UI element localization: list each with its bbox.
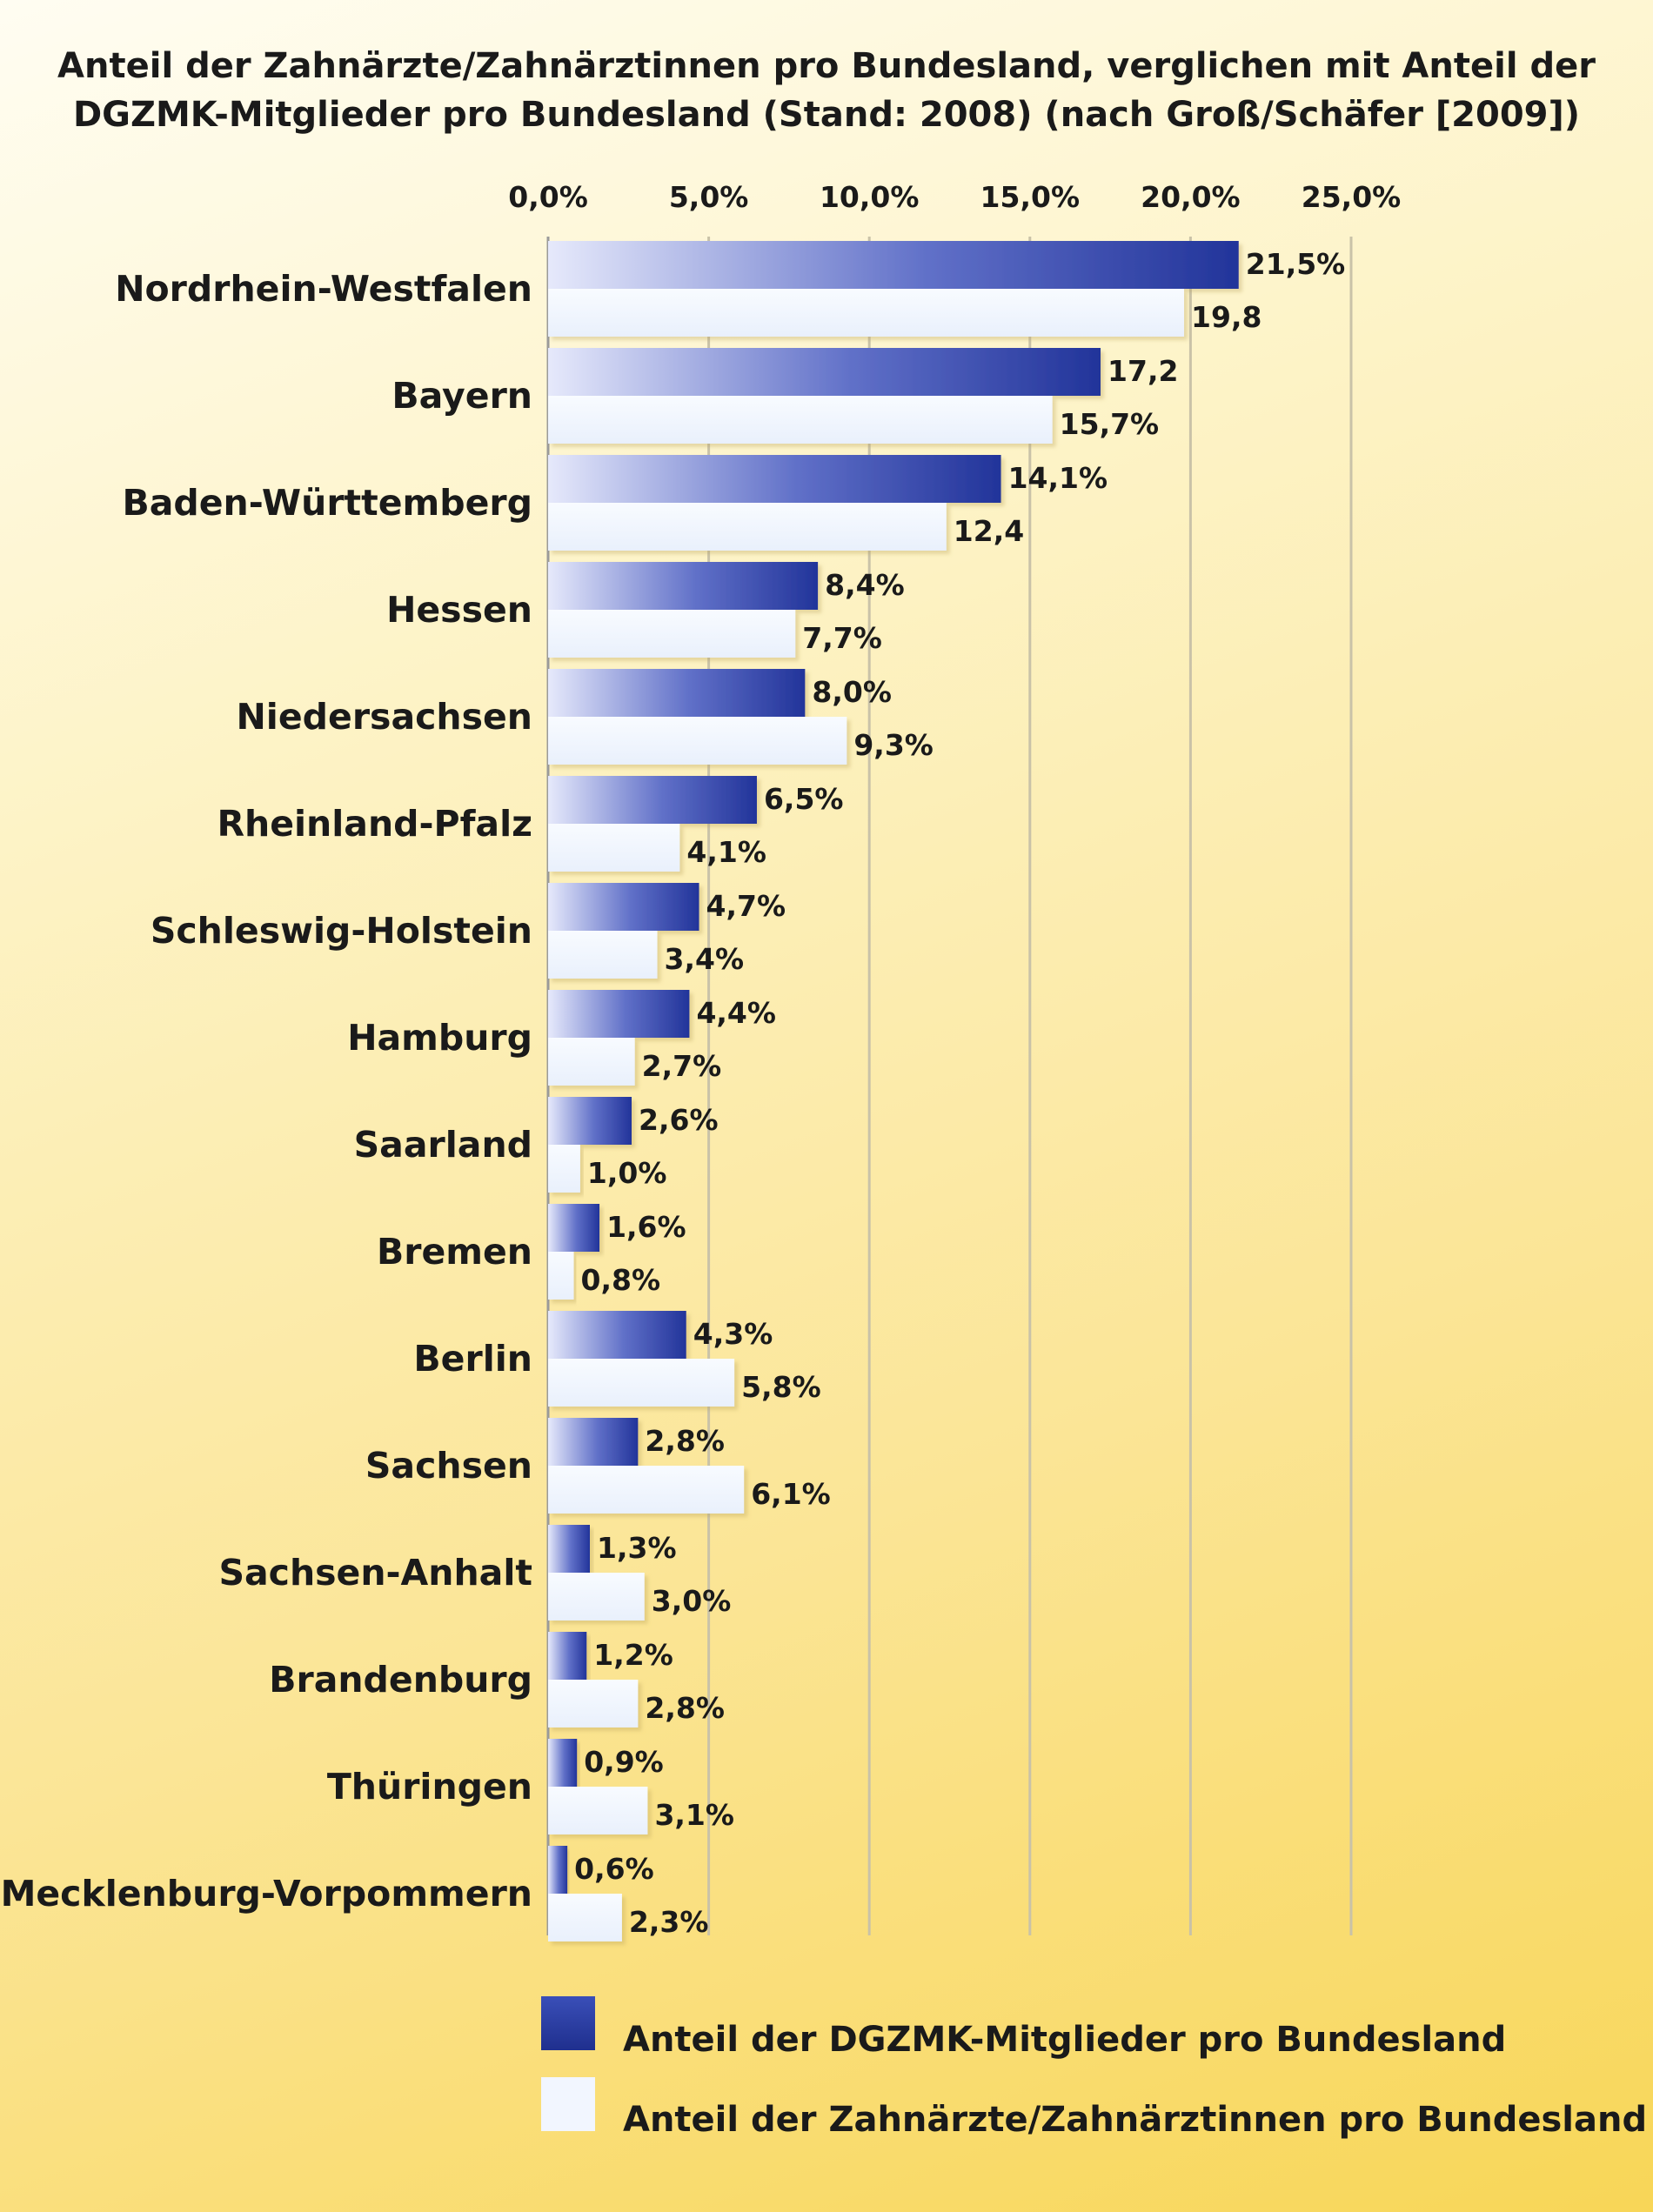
- bar-zahnaerzte: [548, 289, 1185, 337]
- value-label-dgzmk: 0,6%: [574, 1852, 654, 1886]
- value-label-zahnaerzte: 2,3%: [629, 1905, 709, 1939]
- x-tick-label-4: 20,0%: [1141, 180, 1241, 214]
- value-label-zahnaerzte: 4,1%: [686, 835, 766, 869]
- x-tick-label-2: 10,0%: [820, 180, 920, 214]
- x-tick-label-0: 0,0%: [508, 180, 588, 214]
- value-label-dgzmk: 2,6%: [639, 1103, 719, 1137]
- x-tick-label-5: 25,0%: [1302, 180, 1402, 214]
- bar-zahnaerzte: [548, 1145, 580, 1193]
- category-label: Baden-Württemberg: [122, 482, 532, 524]
- category-label: Hessen: [386, 589, 532, 631]
- legend-swatch-dgzmk: [541, 1996, 595, 2050]
- bar-zahnaerzte: [548, 1252, 574, 1300]
- category-label: Schleswig-Holstein: [151, 910, 532, 952]
- value-label-dgzmk: 17,2: [1108, 354, 1178, 388]
- value-label-zahnaerzte: 2,8%: [645, 1691, 725, 1725]
- category-label: Sachsen: [365, 1445, 532, 1487]
- bar-dgzmk: [548, 776, 757, 824]
- category-label: Niedersachsen: [236, 696, 532, 738]
- bar-dgzmk: [548, 883, 699, 931]
- value-label-zahnaerzte: 5,8%: [741, 1370, 821, 1404]
- value-label-dgzmk: 4,3%: [693, 1317, 773, 1351]
- value-label-zahnaerzte: 3,4%: [665, 942, 745, 976]
- value-label-dgzmk: 1,2%: [593, 1638, 673, 1672]
- legend-swatch-zahnaerzte: [541, 2077, 595, 2131]
- value-label-dgzmk: 8,4%: [825, 568, 905, 602]
- value-label-zahnaerzte: 1,0%: [587, 1156, 667, 1190]
- x-tick-label-1: 5,0%: [669, 180, 749, 214]
- bar-dgzmk: [548, 990, 690, 1038]
- bar-zahnaerzte: [548, 931, 658, 979]
- bar-dgzmk: [548, 1097, 632, 1145]
- category-label: Nordrhein-Westfalen: [115, 268, 532, 310]
- chart-title: Anteil der Zahnärzte/Zahnärztinnen pro B…: [0, 42, 1653, 139]
- value-label-zahnaerzte: 7,7%: [802, 621, 882, 655]
- category-label: Rheinland-Pfalz: [217, 803, 532, 845]
- bar-dgzmk: [548, 1311, 686, 1359]
- value-label-dgzmk: 8,0%: [812, 675, 892, 709]
- value-label-dgzmk: 1,3%: [597, 1531, 677, 1565]
- value-label-zahnaerzte: 19,8: [1191, 300, 1262, 334]
- value-label-dgzmk: 1,6%: [606, 1210, 686, 1244]
- value-label-zahnaerzte: 2,7%: [642, 1049, 722, 1083]
- bar-zahnaerzte: [548, 1359, 735, 1407]
- bar-zahnaerzte: [548, 503, 947, 551]
- value-label-zahnaerzte: 3,0%: [652, 1584, 732, 1618]
- category-label: Brandenburg: [269, 1659, 532, 1701]
- bar-zahnaerzte: [548, 396, 1053, 444]
- bar-dgzmk: [548, 455, 1001, 503]
- bar-zahnaerzte: [548, 1038, 635, 1086]
- bar-zahnaerzte: [548, 1573, 645, 1621]
- chart-title-line-1: Anteil der Zahnärzte/Zahnärztinnen pro B…: [57, 46, 1596, 86]
- category-label: Berlin: [413, 1338, 532, 1380]
- value-label-zahnaerzte: 15,7%: [1060, 407, 1160, 441]
- bar-zahnaerzte: [548, 1466, 745, 1514]
- category-label: Bremen: [377, 1231, 532, 1273]
- value-label-zahnaerzte: 3,1%: [654, 1798, 734, 1832]
- bar-dgzmk: [548, 562, 819, 610]
- category-label: Bayern: [392, 375, 532, 417]
- bar-dgzmk: [548, 1418, 639, 1466]
- category-label: Saarland: [354, 1124, 532, 1166]
- bar-dgzmk: [548, 1846, 568, 1894]
- bar-zahnaerzte: [548, 1787, 648, 1834]
- category-label: Hamburg: [347, 1017, 532, 1059]
- value-label-zahnaerzte: 0,8%: [581, 1263, 661, 1297]
- value-label-dgzmk: 4,7%: [706, 889, 786, 923]
- value-label-dgzmk: 6,5%: [764, 782, 844, 816]
- bar-dgzmk: [548, 241, 1239, 289]
- legend-label-zahnaerzte: Anteil der Zahnärzte/Zahnärztinnen pro B…: [623, 2100, 1647, 2140]
- value-label-zahnaerzte: 6,1%: [751, 1477, 831, 1511]
- value-label-dgzmk: 21,5%: [1246, 247, 1346, 281]
- chart-title-line-2: DGZMK-Mitglieder pro Bundesland (Stand: …: [72, 95, 1581, 135]
- bar-dgzmk: [548, 348, 1101, 396]
- legend-label-dgzmk: Anteil der DGZMK-Mitglieder pro Bundesla…: [623, 2020, 1506, 2060]
- bar-zahnaerzte: [548, 824, 680, 872]
- category-label: Sachsen-Anhalt: [218, 1552, 532, 1594]
- category-label: Thüringen: [327, 1766, 532, 1808]
- bar-dgzmk: [548, 1739, 578, 1787]
- value-label-zahnaerzte: 12,4: [954, 514, 1024, 548]
- value-label-dgzmk: 0,9%: [584, 1745, 664, 1779]
- x-tick-label-3: 15,0%: [980, 180, 1081, 214]
- value-label-dgzmk: 4,4%: [696, 996, 776, 1030]
- bar-zahnaerzte: [548, 1680, 639, 1727]
- bar-zahnaerzte: [548, 1894, 622, 1941]
- value-label-zahnaerzte: 9,3%: [853, 728, 934, 762]
- category-label: Mecklenburg-Vorpommern: [1, 1873, 532, 1915]
- value-label-dgzmk: 2,8%: [645, 1424, 725, 1458]
- bar-dgzmk: [548, 1632, 587, 1680]
- bar-dgzmk: [548, 1204, 600, 1252]
- bar-dgzmk: [548, 669, 806, 717]
- bar-zahnaerzte: [548, 610, 796, 658]
- value-label-dgzmk: 14,1%: [1008, 461, 1108, 495]
- bar-zahnaerzte: [548, 717, 847, 765]
- bar-dgzmk: [548, 1525, 590, 1573]
